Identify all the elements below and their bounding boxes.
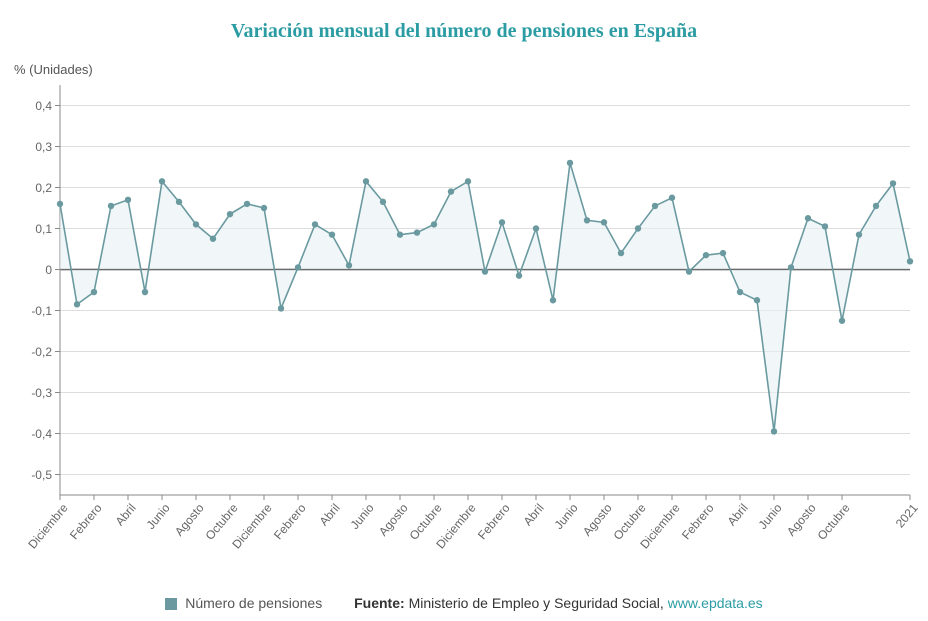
y-tick-label: -0,2 xyxy=(31,345,52,359)
data-point xyxy=(295,264,301,270)
data-point xyxy=(159,178,165,184)
y-tick-label: -0,3 xyxy=(31,386,52,400)
plot-area: -0,5-0,4-0,3-0,2-0,100,10,20,30,4Diciemb… xyxy=(60,85,910,495)
data-point xyxy=(414,229,420,235)
y-tick-label: 0,1 xyxy=(35,222,52,236)
data-point xyxy=(278,305,284,311)
data-point xyxy=(91,289,97,295)
legend-link[interactable]: www.epdata.es xyxy=(668,595,763,611)
y-tick-label: -0,5 xyxy=(31,468,52,482)
data-point xyxy=(788,264,794,270)
data-point xyxy=(516,272,522,278)
x-tick-label: Febrero xyxy=(271,501,309,542)
data-point xyxy=(822,223,828,229)
data-point xyxy=(533,225,539,231)
data-point xyxy=(244,201,250,207)
legend-row: Número de pensiones Fuente: Ministerio d… xyxy=(0,595,928,611)
data-point xyxy=(890,180,896,186)
data-point xyxy=(652,203,658,209)
x-tick-label: Febrero xyxy=(67,501,105,542)
data-point xyxy=(737,289,743,295)
data-point xyxy=(771,428,777,434)
data-point xyxy=(227,211,233,217)
data-point xyxy=(346,262,352,268)
legend-source-text: Ministerio de Empleo y Seguridad Social, xyxy=(409,595,668,611)
data-point xyxy=(431,221,437,227)
y-tick-label: 0,3 xyxy=(35,140,52,154)
y-tick-label: 0,4 xyxy=(35,99,52,113)
data-point xyxy=(873,203,879,209)
legend-series: Número de pensiones xyxy=(165,595,326,611)
data-point xyxy=(380,199,386,205)
data-point xyxy=(448,188,454,194)
data-point xyxy=(703,252,709,258)
y-tick-label: 0 xyxy=(45,263,52,277)
data-point xyxy=(312,221,318,227)
data-point xyxy=(754,297,760,303)
x-tick-label: Junio xyxy=(552,501,581,532)
data-point xyxy=(57,201,63,207)
data-point xyxy=(499,219,505,225)
x-tick-label: Diciembre xyxy=(25,501,70,551)
legend-swatch xyxy=(165,598,177,610)
data-point xyxy=(686,268,692,274)
x-tick-label: Febrero xyxy=(475,501,513,542)
x-tick-label: Junio xyxy=(348,501,377,532)
legend-source: Fuente: Ministerio de Empleo y Seguridad… xyxy=(354,595,763,611)
data-point xyxy=(465,178,471,184)
x-tick-label: Abril xyxy=(521,501,547,528)
x-tick-label: Abril xyxy=(317,501,343,528)
data-point xyxy=(108,203,114,209)
data-point xyxy=(142,289,148,295)
data-point xyxy=(193,221,199,227)
x-tick-label: Abril xyxy=(113,501,139,528)
y-tick-label: 0,2 xyxy=(35,181,52,195)
x-tick-label: Octubre xyxy=(815,501,853,543)
data-point xyxy=(839,318,845,324)
data-point xyxy=(567,160,573,166)
y-axis-label: % (Unidades) xyxy=(14,62,93,77)
legend-source-label: Fuente: xyxy=(354,595,405,611)
legend-series-label: Número de pensiones xyxy=(185,595,322,611)
data-point xyxy=(907,258,913,264)
data-point xyxy=(329,231,335,237)
data-point xyxy=(601,219,607,225)
chart-container: Variación mensual del número de pensione… xyxy=(0,0,928,621)
data-point xyxy=(210,236,216,242)
x-tick-label: Junio xyxy=(756,501,785,532)
data-point xyxy=(618,250,624,256)
x-tick-label: Abril xyxy=(725,501,751,528)
y-tick-label: -0,1 xyxy=(31,304,52,318)
chart-svg xyxy=(60,85,910,495)
data-point xyxy=(584,217,590,223)
x-tick-label: 2021 xyxy=(893,501,921,530)
data-point xyxy=(261,205,267,211)
y-tick-label: -0,4 xyxy=(31,427,52,441)
chart-title: Variación mensual del número de pensione… xyxy=(10,20,918,43)
data-point xyxy=(550,297,556,303)
data-point xyxy=(482,268,488,274)
data-point xyxy=(363,178,369,184)
data-point xyxy=(720,250,726,256)
data-point xyxy=(669,195,675,201)
data-point xyxy=(805,215,811,221)
data-point xyxy=(635,225,641,231)
x-tick-label: Junio xyxy=(144,501,173,532)
data-point xyxy=(176,199,182,205)
data-point xyxy=(74,301,80,307)
data-point xyxy=(856,231,862,237)
data-point xyxy=(397,231,403,237)
data-point xyxy=(125,197,131,203)
x-tick-label: Febrero xyxy=(679,501,717,542)
